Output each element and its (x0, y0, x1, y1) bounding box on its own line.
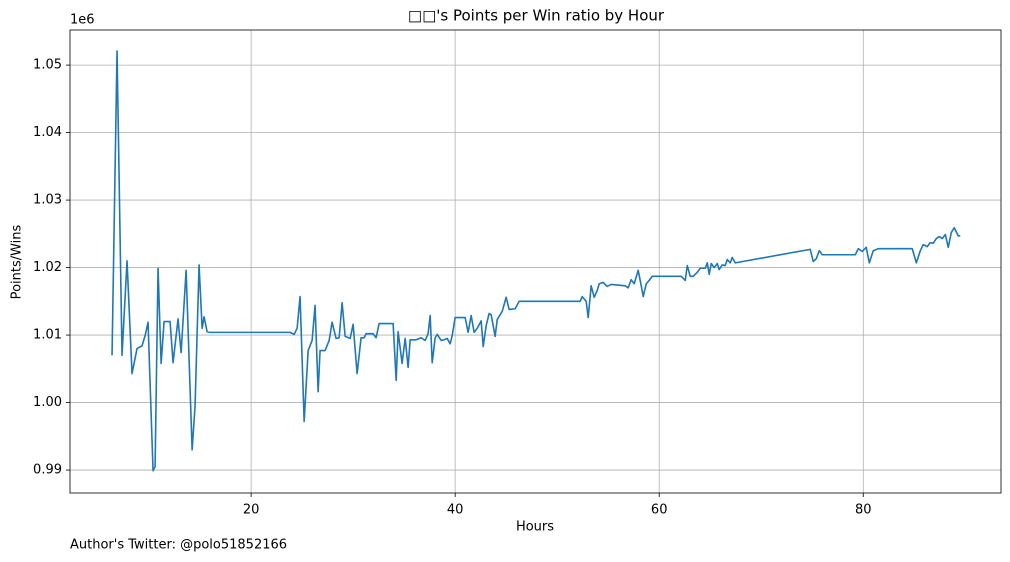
chart-title: □□'s Points per Win ratio by Hour (408, 7, 665, 25)
x-axis-label: Hours (516, 520, 554, 535)
x-tick-label: 40 (447, 503, 464, 518)
y-tick-label: 0.99 (33, 463, 62, 478)
x-tick-label: 60 (651, 503, 668, 518)
x-tick-label: 20 (243, 503, 260, 518)
plot-frame (69, 29, 1002, 494)
y-offset-label: 1e6 (70, 13, 95, 28)
y-tick-label: 1.04 (33, 125, 62, 140)
y-tick-label: 1.01 (33, 328, 62, 343)
data-line (111, 50, 961, 472)
y-tick-label: 1.02 (33, 260, 62, 275)
y-tick-label: 1.03 (33, 193, 62, 208)
x-tick-label: 80 (855, 503, 872, 518)
y-tick-label: 1.05 (33, 58, 62, 73)
y-axis-label: Points/Wins (10, 224, 25, 299)
y-tick-label: 1.00 (33, 395, 62, 410)
footer: Author's Twitter: @polo51852166 (70, 538, 287, 553)
